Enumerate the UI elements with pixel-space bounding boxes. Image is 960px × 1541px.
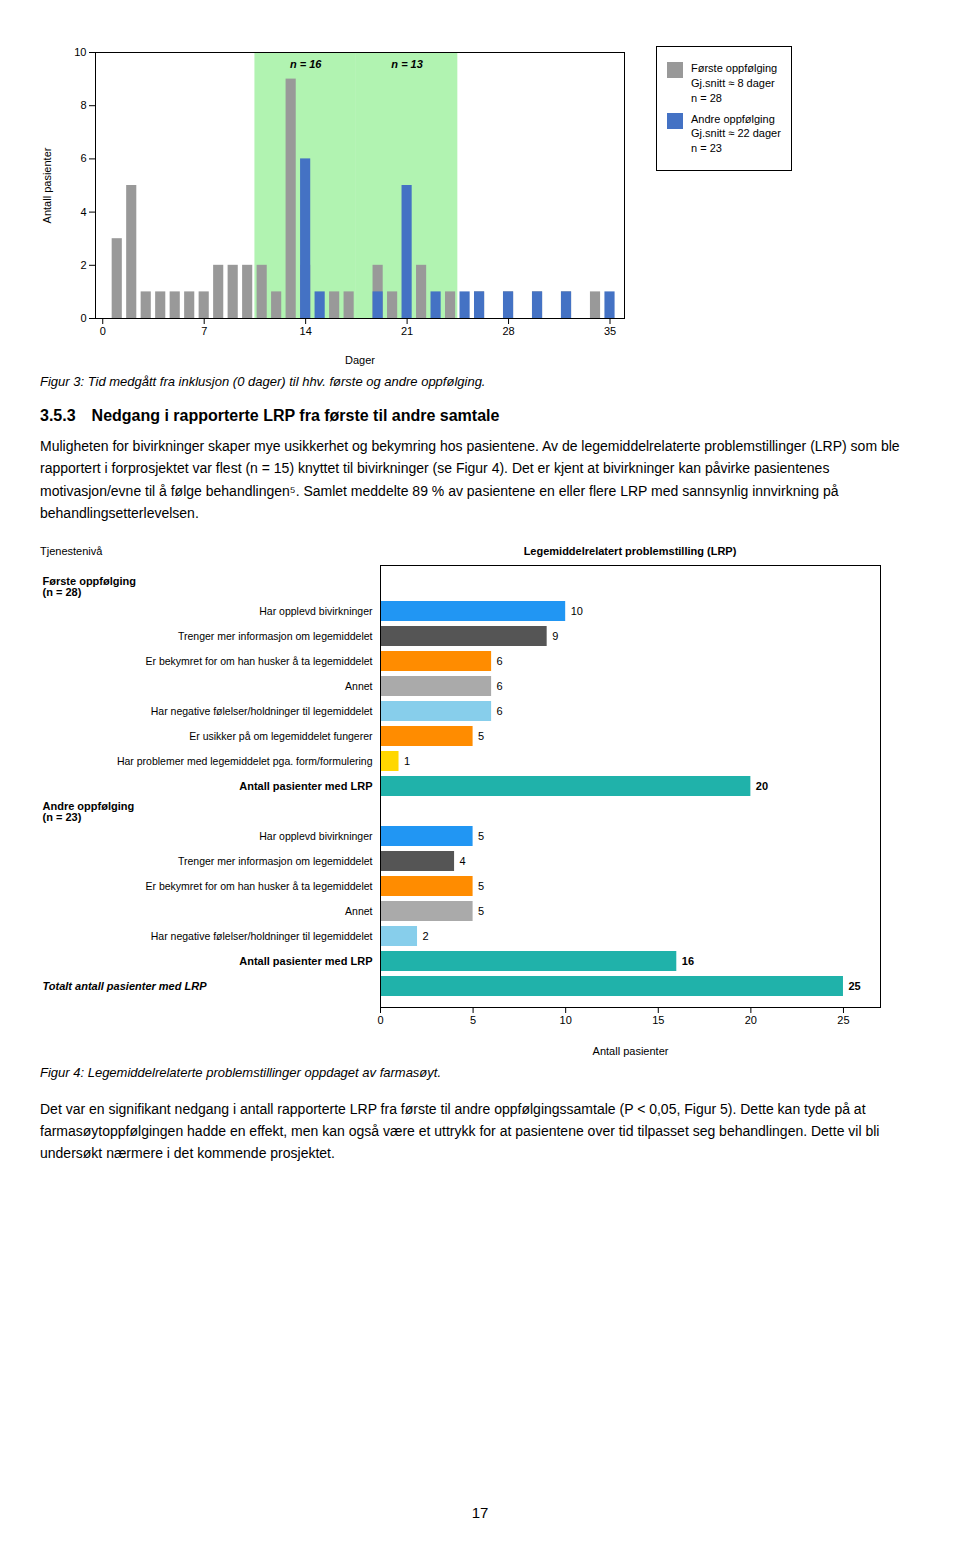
html-text:Legemiddelrelatert problemstil: Legemiddelrelatert problemstilling (LRP) <box>523 544 737 557</box>
svg-text:Har negative følelser/holdning: Har negative følelser/holdninger til leg… <box>151 929 373 941</box>
svg-text:Er usikker på om legemiddelet: Er usikker på om legemiddelet fungerer <box>189 729 373 741</box>
svg-text:6: 6 <box>497 705 503 717</box>
svg-text:Har opplevd bivirkninger: Har opplevd bivirkninger <box>259 829 373 841</box>
svg-text:5: 5 <box>470 1014 476 1026</box>
html-text:3.5.3 Nedgang i rapporterte LR: 3.5.3 Nedgang i rapporterte LRP fra førs… <box>40 407 500 424</box>
svg-text:10: 10 <box>74 46 86 58</box>
svg-text:6: 6 <box>497 655 503 667</box>
svg-text:28: 28 <box>502 325 514 337</box>
svg-text:8: 8 <box>80 99 86 111</box>
svg-text:20: 20 <box>756 780 768 792</box>
svg-text:Annet: Annet <box>345 679 373 691</box>
html-text:Muligheten for bivirkninger sk: Muligheten for bivirkninger skaper mye u… <box>40 438 900 522</box>
html-text:Figur 4: Legemiddelrelaterte p: Figur 4: Legemiddelrelaterte problemstil… <box>40 1064 441 1080</box>
svg-text:4: 4 <box>460 855 466 867</box>
svg-text:Første oppfølging(n = 28): Første oppfølging(n = 28) <box>43 574 136 597</box>
svg-text:Er bekymret for om han husker: Er bekymret for om han husker å ta legem… <box>145 879 372 891</box>
svg-text:0: 0 <box>377 1014 383 1026</box>
svg-text:10: 10 <box>560 1014 572 1026</box>
svg-text:Har opplevd bivirkninger: Har opplevd bivirkninger <box>259 604 373 616</box>
svg-text:6: 6 <box>80 152 86 164</box>
svg-text:10: 10 <box>571 605 583 617</box>
svg-text:Totalt antall pasienter med LR: Totalt antall pasienter med LRP <box>43 980 208 992</box>
svg-text:Er bekymret for om han husker: Er bekymret for om han husker å ta legem… <box>145 654 372 666</box>
svg-text:Antall pasienter med LRP: Antall pasienter med LRP <box>239 955 372 967</box>
html-text:Figur 3: Tid medgått fra inklu: Figur 3: Tid medgått fra inklusjon (0 da… <box>40 374 486 389</box>
svg-text:5: 5 <box>478 880 484 892</box>
html-text:Første oppfølging Gj.snitt ≈ 8: Første oppfølging Gj.snitt ≈ 8 dager n =… <box>691 62 778 104</box>
svg-text:Har negative følelser/holdning: Har negative følelser/holdninger til leg… <box>151 704 373 716</box>
svg-text:2: 2 <box>80 259 86 271</box>
svg-text:Dager: Dager <box>345 354 375 366</box>
svg-text:Annet: Annet <box>345 904 373 916</box>
svg-text:n = 13: n = 13 <box>391 58 423 70</box>
svg-text:5: 5 <box>478 730 484 742</box>
svg-text:7: 7 <box>201 325 207 337</box>
html-text:Andre oppfølging Gj.snitt ≈ 22: Andre oppfølging Gj.snitt ≈ 22 dager n =… <box>691 112 781 155</box>
svg-text:25: 25 <box>837 1014 849 1026</box>
svg-text:25: 25 <box>848 980 860 992</box>
svg-text:Har problemer med legemiddelet: Har problemer med legemiddelet pga. form… <box>117 754 373 766</box>
svg-text:2: 2 <box>423 930 429 942</box>
svg-text:21: 21 <box>401 325 413 337</box>
svg-text:4: 4 <box>80 206 86 218</box>
html-text:Det var en signifikant nedgang: Det var en signifikant nedgang i antall … <box>40 1100 880 1162</box>
svg-text:0: 0 <box>80 312 86 324</box>
svg-text:15: 15 <box>652 1014 664 1026</box>
svg-text:Andre oppfølging(n = 23): Andre oppfølging(n = 23) <box>43 799 135 822</box>
svg-text:0: 0 <box>100 325 106 337</box>
svg-text:n = 16: n = 16 <box>290 58 322 70</box>
svg-text:5: 5 <box>478 905 484 917</box>
svg-text:Antall pasienter: Antall pasienter <box>41 147 53 223</box>
svg-text:Antall pasienter: Antall pasienter <box>593 1044 669 1056</box>
svg-text:16: 16 <box>682 955 694 967</box>
svg-text:5: 5 <box>478 830 484 842</box>
svg-text:Trenger mer informasjon om leg: Trenger mer informasjon om legemiddelet <box>178 629 373 641</box>
html-text:Tjenestenivå: Tjenestenivå <box>40 544 103 557</box>
html-text:17: 17 <box>471 1504 489 1521</box>
svg-text:6: 6 <box>497 680 503 692</box>
svg-text:Trenger mer informasjon om leg: Trenger mer informasjon om legemiddelet <box>178 854 373 866</box>
svg-text:1: 1 <box>404 755 410 767</box>
svg-text:Antall pasienter med LRP: Antall pasienter med LRP <box>239 780 372 792</box>
svg-text:20: 20 <box>745 1014 757 1026</box>
svg-text:9: 9 <box>552 630 558 642</box>
svg-text:14: 14 <box>300 325 312 337</box>
svg-text:35: 35 <box>604 325 616 337</box>
